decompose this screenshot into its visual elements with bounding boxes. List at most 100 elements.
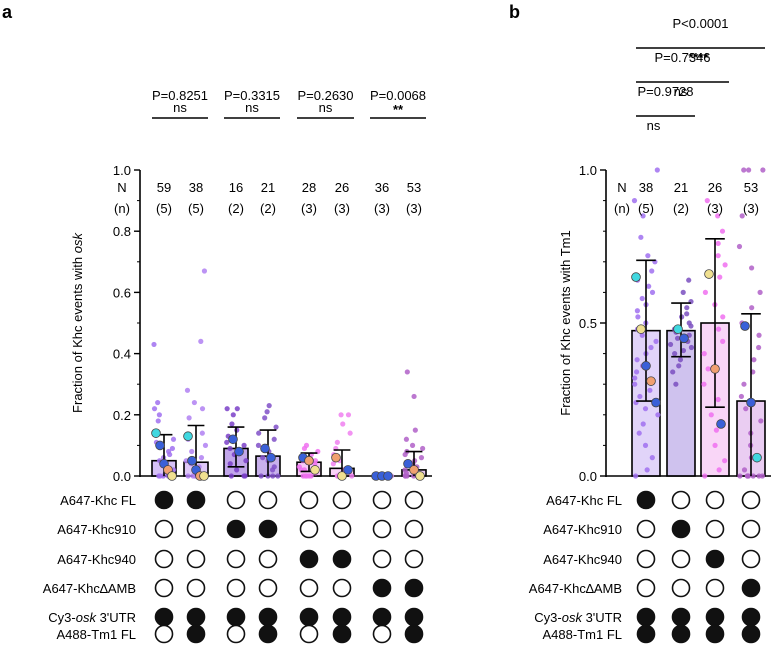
data-point [230, 412, 236, 418]
replicate-mean [403, 458, 413, 469]
data-point [749, 305, 755, 311]
data-point [715, 326, 722, 332]
condition-empty-dot [186, 578, 206, 598]
data-point [702, 289, 708, 295]
condition-filled-dot [671, 607, 691, 627]
condition-filled-dot [636, 490, 656, 510]
comparison-significance: ns [319, 100, 333, 115]
data-point [402, 451, 408, 458]
data-point [262, 415, 268, 421]
data-point [739, 213, 745, 219]
data-point [744, 473, 750, 479]
condition-label-italic: osk [562, 610, 584, 625]
data-point [741, 467, 748, 473]
condition-empty-dot [741, 490, 761, 510]
data-point [264, 409, 270, 415]
data-point [338, 412, 344, 418]
condition-empty-dot [154, 549, 174, 569]
data-point [674, 335, 681, 341]
condition-filled-dot [404, 578, 424, 598]
data-point [255, 442, 262, 448]
condition-empty-dot [332, 490, 352, 510]
condition-empty-dot [186, 519, 206, 539]
data-point [169, 445, 175, 452]
condition-label: A488-Tm1 FL [543, 627, 622, 642]
panel-letter: b [509, 2, 520, 22]
data-point [705, 366, 711, 372]
panel-b: b 0.0 0.5 1.0 Fraction of Khc events with Tm… [509, 2, 771, 644]
data-point [636, 430, 642, 436]
data-point [717, 274, 723, 280]
condition-filled-dot [186, 624, 206, 644]
data-point [713, 427, 719, 433]
replicate-mean [646, 376, 656, 386]
y-tick-label: 0.6 [113, 285, 131, 300]
replicate-mean [409, 465, 419, 475]
data-point [634, 308, 640, 314]
data-point [632, 381, 638, 387]
replicate-mean [187, 455, 197, 466]
data-point [632, 375, 638, 381]
replicate-mean [260, 443, 270, 454]
data-point [645, 253, 651, 259]
replicate-mean [310, 465, 320, 475]
condition-empty-dot [741, 549, 761, 569]
condition-label: A647-Khc∆AMB [43, 581, 136, 596]
data-point [756, 332, 762, 338]
condition-empty-dot [226, 624, 246, 644]
n-paren-header: (n) [114, 201, 130, 216]
replicate-mean [679, 333, 689, 344]
y-tick-label: 1.0 [579, 163, 597, 178]
condition-empty-dot [671, 490, 691, 510]
data-point [198, 338, 204, 344]
condition-filled-dot [636, 624, 656, 644]
data-point [243, 458, 249, 464]
condition-empty-dot [404, 519, 424, 539]
data-point [646, 283, 652, 289]
data-point [642, 442, 649, 448]
condition-filled-dot [332, 549, 352, 569]
condition-empty-dot [636, 578, 656, 598]
data-point [712, 442, 718, 448]
condition-label: A647-Khc∆AMB [529, 581, 622, 596]
n-replicates: (5) [638, 201, 654, 216]
data-point [302, 473, 309, 479]
data-point [227, 461, 233, 467]
replicate-mean [228, 434, 238, 445]
n-count: 28 [302, 180, 316, 195]
condition-filled-dot [186, 490, 206, 510]
replicate-mean [415, 471, 425, 481]
data-point [271, 436, 277, 442]
condition-label-pre: Cy3- [48, 610, 75, 625]
data-point [722, 262, 728, 268]
replicate-mean [631, 272, 641, 282]
comparison-p-value: P=0.7346 [654, 50, 710, 65]
data-point [653, 338, 659, 344]
replicate-mean [183, 431, 193, 442]
data-point [420, 445, 426, 452]
replicate-mean [704, 269, 714, 279]
condition-filled-dot [299, 607, 319, 627]
condition-label: A647-Khc940 [57, 552, 136, 567]
condition-empty-dot [299, 519, 319, 539]
data-point [634, 357, 640, 363]
replicate-mean [383, 471, 393, 481]
data-point [642, 406, 649, 412]
data-point [155, 399, 161, 406]
condition-label-italic: osk [76, 610, 98, 625]
condition-empty-dot [404, 490, 424, 510]
data-point [151, 406, 158, 412]
data-point [266, 403, 272, 409]
condition-empty-dot [332, 578, 352, 598]
data-point [676, 363, 682, 369]
comparison-p-value: P<0.0001 [672, 16, 728, 31]
condition-empty-dot [636, 549, 656, 569]
n-count: 53 [744, 180, 758, 195]
data-point [199, 430, 205, 436]
comparison-significance: ** [393, 102, 404, 117]
condition-empty-dot [154, 624, 174, 644]
data-point [270, 473, 276, 479]
data-point [418, 455, 425, 461]
data-point [684, 305, 690, 311]
condition-empty-dot [299, 624, 319, 644]
